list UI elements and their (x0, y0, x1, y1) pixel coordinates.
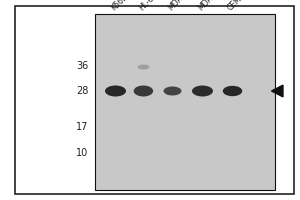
Ellipse shape (223, 86, 242, 96)
Ellipse shape (134, 86, 153, 97)
Text: 28: 28 (76, 86, 88, 96)
Ellipse shape (105, 86, 126, 97)
Text: MDA-MB231: MDA-MB231 (166, 0, 205, 12)
Text: 17: 17 (76, 122, 88, 132)
Text: MDA-MB453: MDA-MB453 (196, 0, 236, 12)
Text: HL-60: HL-60 (137, 0, 159, 12)
Bar (94, 14, 274, 190)
Ellipse shape (137, 64, 149, 70)
Text: 10: 10 (76, 148, 88, 158)
Text: K562: K562 (109, 0, 129, 12)
Ellipse shape (164, 87, 181, 96)
Text: 36: 36 (76, 61, 88, 71)
Polygon shape (272, 85, 283, 97)
Ellipse shape (192, 86, 213, 97)
Text: CEM: CEM (226, 0, 244, 12)
